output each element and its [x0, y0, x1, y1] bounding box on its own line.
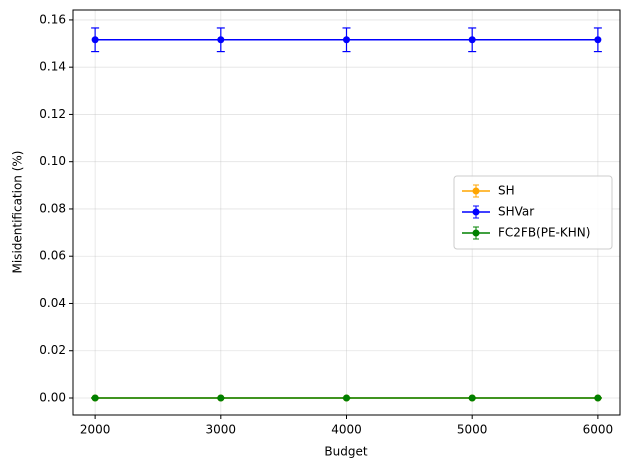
- y-tick-label: 0.04: [39, 296, 66, 310]
- y-tick-label: 0.08: [39, 201, 66, 215]
- legend-label: SH: [498, 184, 515, 198]
- y-tick-label: 0.12: [39, 107, 66, 121]
- y-axis-label: Misidentification (%): [11, 151, 25, 274]
- legend-label: SHVar: [498, 205, 534, 219]
- marker: [343, 394, 350, 402]
- marker: [594, 36, 602, 44]
- marker: [594, 394, 602, 402]
- y-tick-label: 0.02: [39, 343, 66, 357]
- y-tick-label: 0.14: [39, 60, 66, 74]
- legend-item: SH: [462, 184, 515, 198]
- marker: [343, 36, 350, 44]
- plot-frame: [72, 9, 621, 416]
- x-tick-label: 3000: [206, 423, 237, 437]
- legend-label: FC2FB(PE-KHN): [498, 226, 590, 240]
- series: [91, 27, 602, 53]
- legend-item: FC2FB(PE-KHN): [462, 226, 590, 240]
- legend-marker: [472, 208, 480, 216]
- x-axis-label: Budget: [324, 445, 367, 459]
- marker: [468, 394, 476, 402]
- x-tick-label: 6000: [583, 423, 614, 437]
- legend-item: SHVar: [462, 205, 534, 219]
- y-tick-label: 0.16: [39, 12, 66, 26]
- marker: [217, 36, 225, 44]
- legend-marker: [472, 187, 480, 195]
- x-tick-label: 5000: [457, 423, 488, 437]
- y-tick-label: 0.06: [39, 249, 66, 263]
- legend-marker: [472, 229, 480, 237]
- series: [91, 394, 602, 402]
- marker: [91, 394, 99, 402]
- x-tick-label: 2000: [80, 423, 111, 437]
- marker: [217, 394, 225, 402]
- marker: [468, 36, 476, 44]
- legend-box: [453, 175, 613, 250]
- y-tick-label: 0.10: [39, 154, 66, 168]
- x-tick-label: 4000: [331, 423, 362, 437]
- marker: [91, 36, 99, 44]
- y-tick-label: 0.00: [39, 390, 66, 404]
